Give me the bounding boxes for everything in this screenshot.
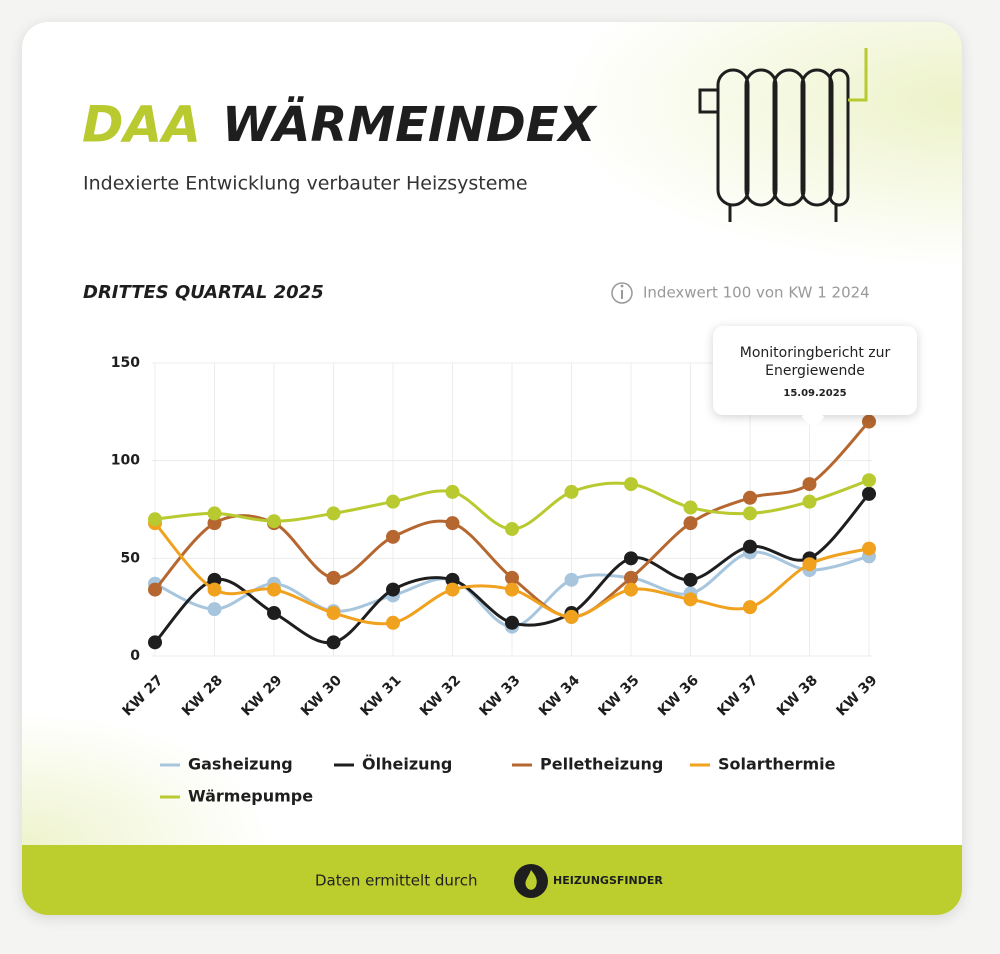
data-point (505, 582, 519, 597)
data-point (445, 582, 460, 597)
x-tick-label: KW 30 (298, 672, 345, 719)
x-tick-label: KW 39 (834, 672, 881, 719)
data-point (207, 572, 222, 587)
x-tick-label: KW 28 (179, 672, 226, 719)
x-tick-label: KW 29 (239, 672, 286, 719)
data-point (862, 414, 876, 429)
legend-label: Gasheizung (188, 755, 293, 774)
footer-band (22, 845, 962, 915)
legend-label: Ölheizung (362, 755, 452, 774)
data-point (326, 570, 341, 585)
data-point (624, 570, 638, 585)
data-point (207, 582, 222, 597)
x-tick-label: KW 34 (536, 672, 583, 719)
x-tick-label: KW 33 (477, 672, 524, 719)
logo: DAA (82, 96, 201, 154)
data-point (564, 609, 579, 624)
annotation-text: Monitoringbericht zur Energiewende (739, 345, 891, 379)
x-tick-label: KW 31 (358, 672, 405, 719)
data-point (862, 473, 876, 488)
data-point (624, 582, 638, 597)
data-point (326, 606, 341, 621)
data-point (505, 522, 519, 537)
chart-title: DRITTES QUARTAL 2025 (83, 282, 324, 303)
info-icon (611, 282, 633, 304)
title: WÄRMEINDEX (222, 96, 598, 153)
annotation-date: 15.09.2025 (783, 388, 847, 399)
flame-icon (525, 870, 537, 890)
data-point (802, 557, 817, 572)
data-point (743, 490, 757, 505)
radiator-icon (698, 48, 868, 222)
data-point (386, 615, 400, 630)
y-tick-label: 0 (130, 648, 140, 664)
data-point (505, 570, 519, 585)
data-point (743, 539, 757, 554)
data-point (802, 494, 817, 509)
footer-text: Daten ermittelt durch (315, 872, 477, 890)
y-tick-label: 100 (111, 453, 140, 469)
data-point (326, 635, 341, 650)
chart-note: Indexwert 100 von KW 1 2024 (643, 284, 870, 302)
data-point (148, 582, 162, 597)
footer-brand: HEIZUNGSFINDER (553, 874, 663, 887)
data-point (386, 494, 400, 509)
data-point (862, 541, 876, 556)
data-point (445, 484, 460, 499)
y-tick-label: 150 (111, 355, 140, 371)
decoration (522, 22, 962, 282)
subtitle: Indexierte Entwicklung verbauter Heizsys… (83, 173, 528, 195)
data-point (862, 486, 876, 501)
data-point (624, 477, 638, 492)
data-point (683, 572, 698, 587)
data-point (683, 516, 698, 531)
x-tick-label: KW 27 (120, 672, 167, 719)
data-point (386, 529, 400, 544)
data-point (207, 516, 222, 531)
x-tick-label: KW 32 (417, 672, 464, 719)
data-point (267, 582, 281, 597)
data-point (386, 582, 400, 597)
data-point (743, 506, 757, 521)
data-point (445, 516, 460, 531)
legend-label: Solarthermie (718, 755, 836, 774)
data-point (743, 600, 757, 615)
data-point (505, 615, 519, 630)
data-point (148, 512, 162, 527)
data-point (148, 635, 162, 650)
data-point (683, 592, 698, 607)
data-point (207, 506, 222, 521)
data-point (564, 572, 579, 587)
data-point (326, 506, 341, 521)
data-point (802, 477, 817, 492)
x-tick-label: KW 37 (715, 672, 762, 719)
data-point (564, 484, 579, 499)
legend-label: Wärmepumpe (188, 787, 313, 806)
x-tick-label: KW 36 (655, 672, 702, 719)
y-tick-label: 50 (121, 550, 141, 566)
x-tick-label: KW 38 (774, 672, 821, 719)
annotation-box: Monitoringbericht zur Energiewende 15.09… (713, 326, 917, 415)
data-point (624, 551, 638, 566)
legend-label: Pelletheizung (540, 755, 663, 774)
data-point (445, 572, 460, 587)
data-point (267, 606, 281, 621)
data-point (267, 514, 281, 529)
data-point (683, 500, 698, 515)
data-point (207, 602, 222, 617)
x-tick-label: KW 35 (596, 672, 643, 719)
